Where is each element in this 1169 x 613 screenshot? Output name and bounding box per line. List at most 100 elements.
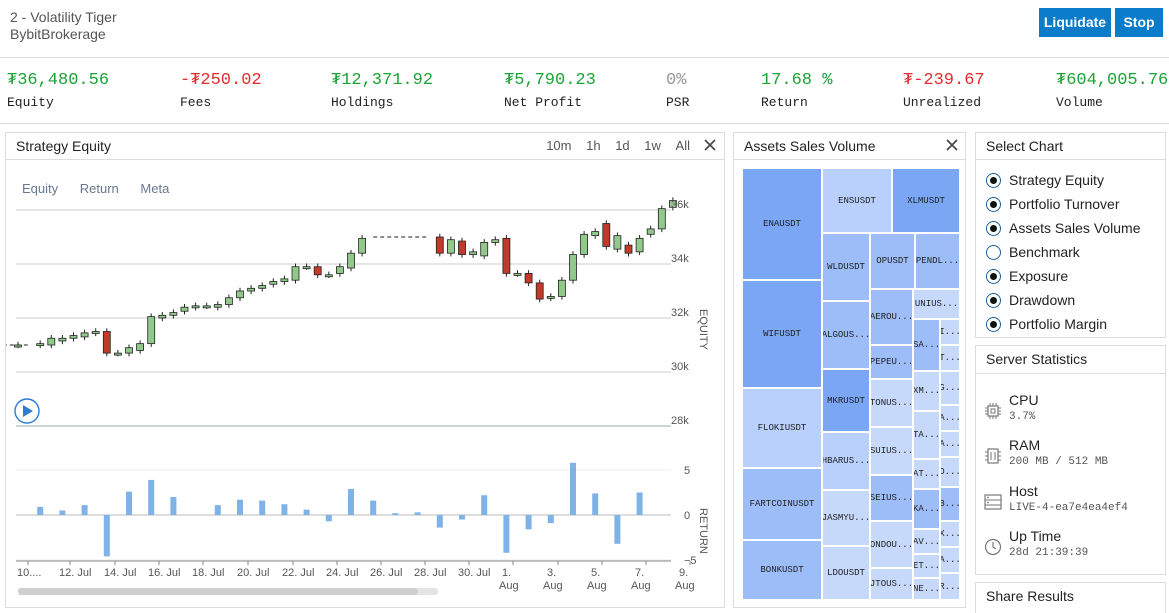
range-1h[interactable]: 1h	[586, 138, 601, 153]
treemap-tile[interactable]: B...	[940, 487, 960, 521]
treemap-tile[interactable]: X...	[940, 521, 960, 547]
range-all[interactable]: All	[675, 138, 690, 153]
candle	[546, 295, 555, 299]
play-button[interactable]	[14, 398, 40, 424]
subtab-return[interactable]: Return	[79, 181, 119, 196]
algorithm-name: 2 - Volatility Tiger	[10, 9, 117, 25]
candle	[535, 282, 544, 300]
treemap-tile[interactable]: MKRUSDT	[822, 369, 870, 432]
stop-button[interactable]: Stop	[1115, 8, 1163, 37]
liquidate-button[interactable]: Liquidate	[1039, 8, 1111, 37]
stat-value: 200 MB / 512 MB	[1009, 456, 1109, 468]
candle	[69, 335, 78, 339]
option-drawdown[interactable]: Drawdown	[986, 288, 1165, 312]
option-exposure[interactable]: Exposure	[986, 264, 1165, 288]
treemap-tile[interactable]: XM...	[913, 371, 940, 411]
treemap-tile[interactable]: WIFUSDT	[742, 280, 822, 388]
tile-label: X...	[940, 529, 960, 539]
treemap-tile[interactable]: G...	[940, 371, 960, 405]
treemap-tile[interactable]: ALGOUS...	[822, 301, 870, 369]
option-strategy-equity[interactable]: Strategy Equity	[986, 168, 1165, 192]
treemap-tile[interactable]: AV...	[913, 529, 940, 554]
treemap-tile[interactable]: A...	[940, 405, 960, 431]
tile-label: PEPEU...	[870, 357, 913, 367]
stat-value: ₮5,790.23	[504, 71, 596, 90]
treemap-tile[interactable]: OPUSDT	[870, 233, 915, 289]
treemap-tile[interactable]: PEPEU...	[870, 345, 913, 379]
stat-value: ₮36,480.56	[7, 71, 110, 90]
chart-subtabs: Equity Return Meta	[22, 181, 187, 196]
treemap-tile[interactable]: FARTCOINUSDT	[742, 468, 822, 540]
treemap-tile[interactable]: R...	[940, 573, 960, 600]
stat-value: ₮-239.67	[903, 71, 985, 90]
treemap-tile[interactable]: JASMYU...	[822, 490, 870, 546]
range-1w[interactable]: 1w	[644, 138, 661, 153]
stat-value: 3.7%	[1009, 411, 1036, 423]
treemap-tile[interactable]: PENDL...	[915, 233, 960, 289]
option-assets-sales-volume[interactable]: Assets Sales Volume	[986, 216, 1165, 240]
tile-label: AT...	[913, 469, 940, 479]
close-icon[interactable]	[703, 138, 717, 152]
tile-label: LDOUSDT	[827, 568, 865, 578]
candle	[491, 239, 500, 243]
treemap-tile[interactable]: A...	[940, 547, 960, 573]
x-tick-label: 12. Jul	[59, 567, 91, 579]
treemap-tile[interactable]: ENAUSDT	[742, 168, 822, 280]
treemap-tile[interactable]: UNIUS...	[913, 289, 960, 319]
candle	[213, 304, 222, 308]
option-portfolio-margin[interactable]: Portfolio Margin	[986, 312, 1165, 336]
treemap-tile[interactable]: ET...	[913, 554, 940, 578]
treemap-tile[interactable]: AEROU...	[870, 289, 913, 345]
stat-label: Unrealized	[903, 95, 982, 110]
treemap-tile[interactable]: AT...	[913, 459, 940, 489]
candle	[36, 343, 45, 347]
panel-title: Assets Sales Volume	[744, 138, 876, 154]
x-tick-label: 7.	[635, 567, 644, 579]
brokerage-name: BybitBrokerage	[10, 26, 106, 42]
option-label: Strategy Equity	[1009, 172, 1104, 188]
treemap-tile[interactable]: HBARUS...	[822, 432, 870, 490]
treemap-tile[interactable]: I...	[940, 319, 960, 345]
option-benchmark[interactable]: Benchmark	[986, 240, 1165, 264]
stat-label: Volume	[1056, 95, 1103, 110]
subtab-equity[interactable]: Equity	[22, 181, 59, 196]
treemap-tile[interactable]: XLMUSDT	[892, 168, 960, 233]
treemap-tile[interactable]: SUIUS...	[870, 427, 913, 475]
treemap-tile[interactable]: ENSUSDT	[822, 168, 892, 233]
treemap-tile[interactable]: ONDOU...	[870, 521, 913, 568]
subtab-meta[interactable]: Meta	[140, 181, 170, 196]
tile-label: B...	[940, 499, 960, 509]
candle	[125, 347, 133, 354]
treemap-tile[interactable]: TONUS...	[870, 379, 913, 427]
treemap-tile[interactable]: NE...	[913, 578, 940, 600]
treemap-tile[interactable]: JTOUS...	[870, 568, 913, 600]
stat-fees: -₮250.02 Fees	[180, 71, 262, 110]
range-1d[interactable]: 1d	[615, 138, 630, 153]
close-icon[interactable]	[945, 138, 959, 152]
panel-header[interactable]: Share Results	[986, 588, 1074, 604]
option-label: Assets Sales Volume	[1009, 220, 1141, 236]
scrollbar-thumb[interactable]	[18, 588, 418, 595]
treemap-tile[interactable]: T...	[940, 345, 960, 371]
range-10m[interactable]: 10m	[546, 138, 572, 153]
candle	[136, 343, 145, 351]
stat-key: RAM	[1009, 437, 1041, 453]
treemap-tile[interactable]: FLOKIUSDT	[742, 388, 822, 468]
cpu-icon	[985, 403, 1001, 419]
treemap-tile[interactable]: D...	[940, 457, 960, 487]
equity-tick-label: 28k	[671, 415, 689, 427]
treemap-tile[interactable]: SEIUS...	[870, 475, 913, 521]
treemap-tile[interactable]: SA...	[913, 319, 940, 371]
treemap-tile[interactable]: TA...	[913, 411, 940, 459]
treemap-tile[interactable]: BONKUSDT	[742, 540, 822, 600]
treemap-tile[interactable]: WLDUSDT	[822, 233, 870, 301]
treemap-tile[interactable]: KA...	[913, 489, 940, 529]
candle	[269, 281, 278, 285]
option-label: Portfolio Margin	[1009, 316, 1108, 332]
option-portfolio-turnover[interactable]: Portfolio Turnover	[986, 192, 1165, 216]
return-axis-label: RETURN	[697, 508, 709, 554]
treemap-tile[interactable]: A...	[940, 431, 960, 457]
treemap-tile[interactable]: LDOUSDT	[822, 546, 870, 600]
tile-label: JTOUS...	[870, 579, 913, 589]
